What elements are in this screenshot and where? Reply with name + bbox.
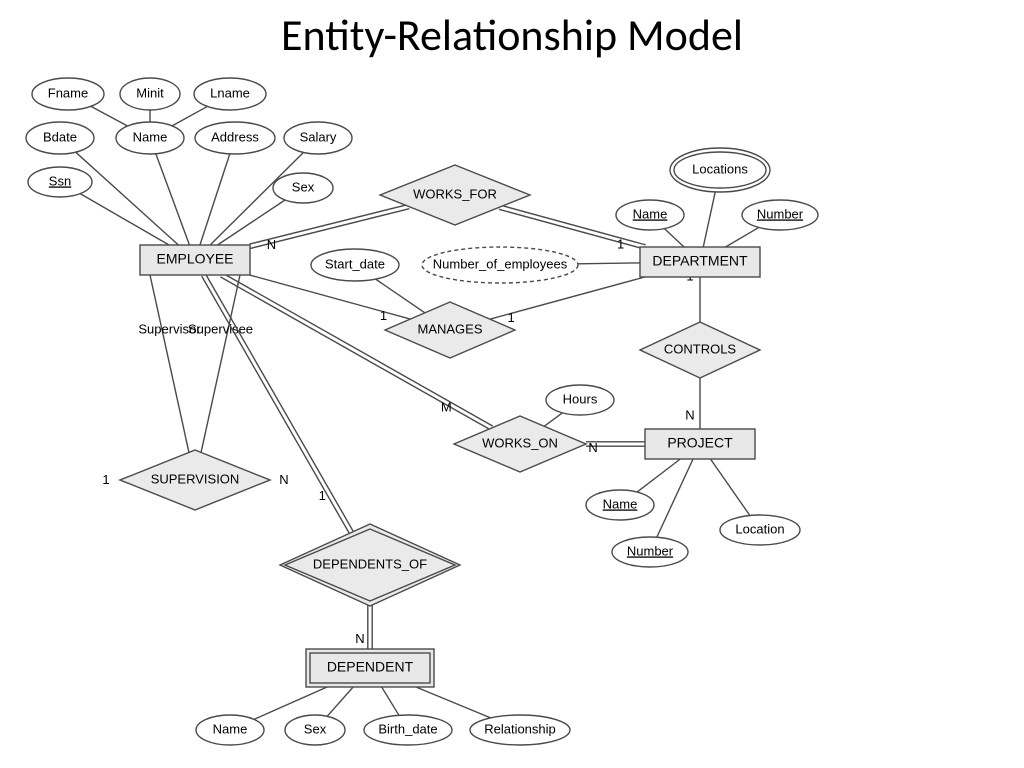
svg-text:Name: Name	[213, 721, 248, 736]
node-name_emp: Name	[116, 122, 184, 154]
svg-text:N: N	[267, 237, 276, 252]
svg-text:Sex: Sex	[292, 179, 315, 194]
node-manages: MANAGES	[385, 302, 515, 358]
svg-text:PROJECT: PROJECT	[667, 435, 733, 451]
node-sex_emp: Sex	[273, 173, 333, 203]
nodes-layer: Fname Minit Lname Bdate Name Address Salary Ssn…	[26, 78, 818, 745]
svg-text:CONTROLS: CONTROLS	[664, 341, 737, 356]
node-locations: Locations	[670, 148, 770, 192]
node-dependent: DEPENDENT	[306, 649, 434, 687]
svg-text:Name: Name	[633, 206, 668, 221]
svg-text:1: 1	[102, 472, 109, 487]
node-number_proj: Number	[612, 537, 688, 567]
node-start_date: Start_date	[311, 249, 399, 281]
node-name_dep: Name	[196, 715, 264, 745]
node-fname: Fname	[32, 78, 104, 110]
svg-text:Fname: Fname	[48, 85, 88, 100]
node-location_proj: Location	[720, 515, 800, 545]
svg-text:Location: Location	[735, 521, 784, 536]
node-hours: Hours	[546, 385, 614, 415]
svg-text:EMPLOYEE: EMPLOYEE	[156, 251, 233, 267]
node-supervision: SUPERVISION	[120, 450, 270, 510]
svg-text:Number: Number	[757, 206, 804, 221]
svg-text:Relationship: Relationship	[484, 721, 556, 736]
svg-text:1: 1	[617, 237, 624, 252]
node-works_on: WORKS_ON	[454, 416, 586, 472]
node-address: Address	[195, 122, 275, 154]
svg-text:Minit: Minit	[136, 85, 164, 100]
svg-text:Sex: Sex	[304, 721, 327, 736]
svg-text:N: N	[355, 631, 364, 646]
svg-text:Address: Address	[211, 129, 259, 144]
er-diagram: N1111NMNSupervisor1SuperviseeN1NFnameMin…	[0, 0, 1024, 768]
svg-text:WORKS_FOR: WORKS_FOR	[413, 186, 497, 201]
svg-text:1: 1	[380, 308, 387, 323]
node-controls: CONTROLS	[640, 322, 760, 378]
svg-text:N: N	[588, 440, 597, 455]
svg-text:Salary: Salary	[300, 129, 337, 144]
node-num_employees: Number_of_employees	[422, 247, 578, 283]
svg-text:Start_date: Start_date	[325, 256, 385, 271]
node-name_proj: Name	[586, 490, 654, 520]
svg-text:Bdate: Bdate	[43, 129, 77, 144]
svg-text:N: N	[279, 472, 288, 487]
node-name_dept: Name	[616, 200, 684, 230]
node-lname: Lname	[194, 78, 266, 110]
svg-text:N: N	[685, 407, 694, 422]
node-sex_dep: Sex	[285, 715, 345, 745]
svg-text:Supervisee: Supervisee	[188, 322, 253, 337]
svg-text:1: 1	[319, 488, 326, 503]
node-works_for: WORKS_FOR	[380, 165, 530, 225]
svg-text:Name: Name	[133, 129, 168, 144]
svg-text:Hours: Hours	[563, 391, 598, 406]
svg-text:DEPARTMENT: DEPARTMENT	[652, 253, 748, 269]
node-minit: Minit	[120, 78, 180, 110]
node-relationship: Relationship	[470, 715, 570, 745]
node-ssn: Ssn	[28, 167, 92, 197]
svg-text:M: M	[441, 400, 452, 415]
node-number_dept: Number	[742, 200, 818, 230]
svg-text:SUPERVISION: SUPERVISION	[151, 471, 240, 486]
svg-text:1: 1	[507, 310, 514, 325]
svg-text:Number_of_employees: Number_of_employees	[433, 256, 568, 271]
svg-text:Locations: Locations	[692, 161, 748, 176]
svg-text:Name: Name	[603, 496, 638, 511]
node-employee: EMPLOYEE	[140, 245, 250, 275]
svg-text:Lname: Lname	[210, 85, 250, 100]
svg-text:Ssn: Ssn	[49, 173, 71, 188]
node-dependents_of: DEPENDENTS_OF	[280, 524, 460, 606]
svg-text:DEPENDENT: DEPENDENT	[327, 659, 414, 675]
svg-text:DEPENDENTS_OF: DEPENDENTS_OF	[313, 556, 427, 571]
svg-text:WORKS_ON: WORKS_ON	[482, 435, 558, 450]
svg-text:Number: Number	[627, 543, 674, 558]
svg-text:MANAGES: MANAGES	[417, 321, 482, 336]
svg-text:Birth_date: Birth_date	[378, 721, 437, 736]
node-bdate: Bdate	[26, 122, 94, 154]
node-project: PROJECT	[645, 429, 755, 459]
node-birth_date: Birth_date	[364, 715, 452, 745]
node-department: DEPARTMENT	[640, 247, 760, 277]
node-salary: Salary	[284, 122, 352, 154]
